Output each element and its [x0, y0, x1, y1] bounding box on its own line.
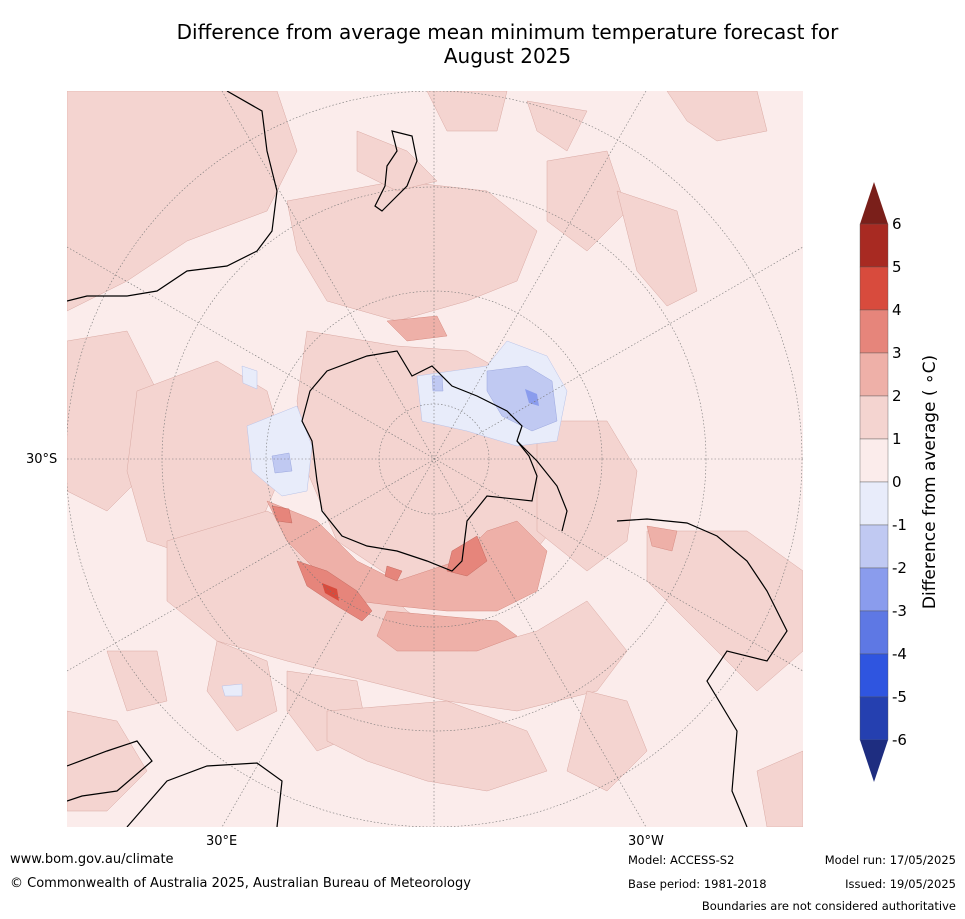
colorbar-tick-label: -1 — [892, 516, 907, 534]
colorbar-tick-label: -3 — [892, 602, 907, 620]
lat-label-30s: 30°S — [26, 452, 58, 467]
colorbar-tick-label: 5 — [892, 258, 902, 276]
colorbar-tick-label: -6 — [892, 731, 907, 749]
colorbar-segment — [859, 610, 889, 655]
colorbar-tick-label: 1 — [892, 430, 902, 448]
colorbar-tick-label: -5 — [892, 688, 907, 706]
australia-coastline — [67, 91, 278, 302]
colorbar-under-arrow — [860, 740, 888, 782]
anomaly-neg1-neg2 — [271, 365, 558, 474]
colorbar-segment — [859, 567, 889, 612]
colorbar-over-arrow — [860, 182, 888, 224]
colorbar-segment — [859, 309, 889, 354]
colorbar-segment — [859, 438, 889, 483]
title-line-1: Difference from average mean minimum tem… — [176, 20, 839, 44]
issued-text: Issued: 19/05/2025 — [845, 877, 956, 891]
lon-label-30w: 30°W — [628, 834, 664, 849]
base-period-text: Base period: 1981-2018 — [628, 877, 767, 891]
colorbar-segment — [859, 352, 889, 397]
anomaly-neg2-neg3 — [525, 389, 539, 406]
colorbar-segment — [859, 481, 889, 526]
map-title: Difference from average mean minimum tem… — [0, 20, 965, 68]
colorbar-segment — [859, 395, 889, 440]
antarctica-coastline — [301, 350, 538, 572]
website-link[interactable]: www.bom.gov.au/climate — [10, 852, 174, 867]
colorbar-tick-label: 4 — [892, 301, 902, 319]
new-zealand-coastline — [374, 130, 418, 212]
lon-label-30e: 30°E — [206, 834, 238, 849]
anomaly-4-5 — [322, 583, 339, 601]
south-america-coastline — [616, 518, 788, 827]
colorbar-tick-label: 3 — [892, 344, 902, 362]
title-line-2: August 2025 — [443, 44, 572, 68]
colorbar-label: Difference from average ( ∘C) — [920, 354, 940, 610]
copyright-text: © Commonwealth of Australia 2025, Austra… — [10, 876, 471, 891]
colorbar-tick-label: -2 — [892, 559, 907, 577]
colorbar-segment — [859, 524, 889, 569]
colorbar-tick-label: -4 — [892, 645, 907, 663]
graticule — [67, 91, 803, 827]
antarctic-peninsula — [516, 440, 568, 532]
colorbar-segment — [859, 266, 889, 311]
africa-coastline — [67, 740, 283, 827]
colorbar-segment — [859, 653, 889, 698]
colorbar-tick-label: 6 — [892, 215, 902, 233]
model-text: Model: ACCESS-S2 — [628, 853, 735, 867]
colorbar-tick-label: 2 — [892, 387, 902, 405]
model-run-text: Model run: 17/05/2025 — [824, 853, 956, 867]
anomaly-1-2 — [67, 91, 803, 827]
colorbar-tick-label: 0 — [892, 473, 902, 491]
colorbar — [859, 182, 889, 782]
disclaimer-text: Boundaries are not considered authoritat… — [701, 899, 956, 913]
polar-map — [67, 91, 803, 827]
colorbar-segment — [859, 696, 889, 741]
colorbar-segment — [859, 223, 889, 268]
